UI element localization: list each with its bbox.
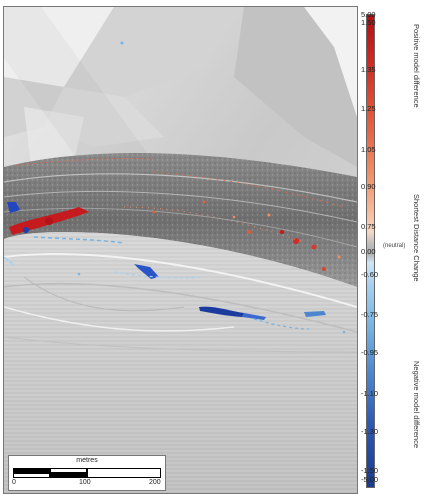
legend-value: 1.35 [361, 65, 376, 74]
legend-value: 1.05 [361, 145, 376, 154]
legend-value: -0.95 [361, 348, 379, 357]
distance-change-label: Shortest Distance Change [412, 194, 421, 282]
scale-tick-label: 0 [12, 479, 16, 486]
scale-tick-label: 200 [149, 479, 161, 486]
legend-value: -1.10 [361, 389, 379, 398]
legend-value: -5.00 [361, 475, 379, 484]
scale-segment [87, 468, 161, 478]
legend-value: 5.00 [361, 10, 376, 19]
negative-change-patches [4, 41, 346, 334]
color-legend: 5.00 1.50 1.35 1.25 1.05 0.90 0.75 0.00 … [358, 6, 425, 492]
positive-difference-label: Positive model difference [412, 24, 421, 108]
scale-segment [50, 473, 87, 478]
scale-segment [13, 468, 50, 473]
neutral-label: (neutral) [383, 243, 406, 249]
negative-difference-label: Negative model difference [412, 361, 421, 448]
scale-segment [13, 473, 50, 478]
legend-value: 0.90 [361, 182, 376, 191]
color-ramp [366, 14, 375, 488]
legend-value: 0.00 [361, 247, 376, 256]
difference-map: metres 0 100 200 [3, 6, 358, 494]
legend-value: 0.75 [361, 222, 376, 231]
legend-value: 1.25 [361, 104, 376, 113]
legend-value: -0.60 [361, 270, 379, 279]
scale-bar-title: metres [76, 457, 98, 464]
positive-change-patches [9, 157, 345, 271]
hillshade-terrain [4, 7, 357, 493]
legend-value: -0.75 [361, 310, 379, 319]
legend-value: -1.50 [361, 466, 379, 475]
legend-value: -1.30 [361, 427, 379, 436]
scale-segment [50, 468, 87, 473]
scale-bar: metres 0 100 200 [8, 455, 166, 491]
scale-tick-label: 100 [79, 479, 91, 486]
legend-value: 1.50 [361, 18, 376, 27]
